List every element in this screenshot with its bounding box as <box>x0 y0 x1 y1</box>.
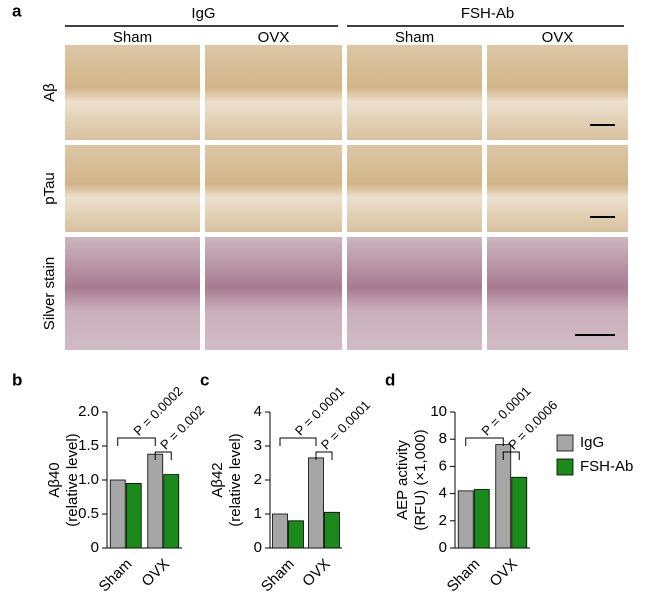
condition-label: OVX <box>258 29 290 46</box>
bar <box>163 474 180 549</box>
y-tick-label: 0 <box>254 539 262 556</box>
micrograph <box>487 237 628 350</box>
x-tick-label: Sham <box>444 556 484 596</box>
condition-label: OVX <box>542 29 574 46</box>
y-axis-label: (relative level) <box>227 433 244 526</box>
condition-label: Sham <box>395 29 434 46</box>
x-tick-label: OVX <box>138 556 172 590</box>
row-label: pTau <box>41 172 58 205</box>
y-tick-label: 8 <box>439 430 447 447</box>
y-axis-label: (RFU) (×1,000) <box>412 429 429 530</box>
bar <box>109 479 126 549</box>
micrograph <box>487 145 628 232</box>
bracket <box>117 437 156 446</box>
legend-swatch <box>556 434 574 452</box>
y-tick-label: 4 <box>439 485 447 502</box>
y-axis-label: AEP activity <box>394 440 411 520</box>
y-axis-label: Aβ40 <box>46 462 63 497</box>
y-axis-label: Aβ42 <box>209 462 226 497</box>
bracket <box>279 437 317 446</box>
y-tick-label: 1.0 <box>78 471 99 488</box>
bar <box>308 457 324 549</box>
panel-label: a <box>12 1 22 20</box>
bracket <box>315 451 333 460</box>
bar <box>495 444 512 549</box>
x-tick-label: Sham <box>96 556 136 596</box>
y-tick-label: 1.5 <box>78 437 99 454</box>
y-tick-label: 0.5 <box>78 505 99 522</box>
y-tick-label: 4 <box>254 403 262 420</box>
y-tick-label: 6 <box>439 457 447 474</box>
y-tick-label: 3 <box>254 437 262 454</box>
bar <box>272 513 288 549</box>
y-tick-label: 10 <box>430 403 447 420</box>
micrograph <box>347 237 482 350</box>
y-tick-label: 1 <box>254 505 262 522</box>
panel-label: b <box>12 370 22 389</box>
row-label: Silver stain <box>41 257 58 330</box>
micrograph <box>65 237 200 350</box>
micrograph <box>65 145 200 232</box>
micrograph <box>347 45 482 140</box>
y-tick-label: 2 <box>439 512 447 529</box>
bracket <box>465 437 504 446</box>
row-label: Aβ <box>41 83 58 102</box>
bracket <box>154 451 172 460</box>
y-tick-label: 0 <box>91 539 99 556</box>
x-tick-label: Sham <box>258 556 298 596</box>
y-tick-label: 2.0 <box>78 403 99 420</box>
micrograph <box>205 145 342 232</box>
y-tick-label: 0 <box>439 539 447 556</box>
y-tick-label: 2 <box>254 471 262 488</box>
micrograph <box>65 45 200 140</box>
bar <box>147 453 164 549</box>
panel-label: d <box>385 370 395 389</box>
x-tick-label: OVX <box>299 556 333 590</box>
bracket <box>502 451 520 460</box>
legend-label: FSH-Ab <box>580 458 633 475</box>
condition-label: Sham <box>113 29 152 46</box>
bar <box>288 520 304 549</box>
panel-label: c <box>200 370 209 389</box>
group-label: FSH-Ab <box>461 5 514 22</box>
micrograph <box>205 237 342 350</box>
x-tick-label: OVX <box>486 556 520 590</box>
bar <box>125 482 142 549</box>
legend-label: IgG <box>580 434 604 451</box>
micrograph <box>347 145 482 232</box>
bar <box>324 511 340 549</box>
bar <box>457 490 474 549</box>
group-label: IgG <box>191 5 215 22</box>
bar <box>473 489 490 549</box>
micrograph <box>205 45 342 140</box>
y-axis-label: (relative level) <box>64 433 81 526</box>
legend-swatch <box>556 458 574 476</box>
bar <box>511 476 528 549</box>
